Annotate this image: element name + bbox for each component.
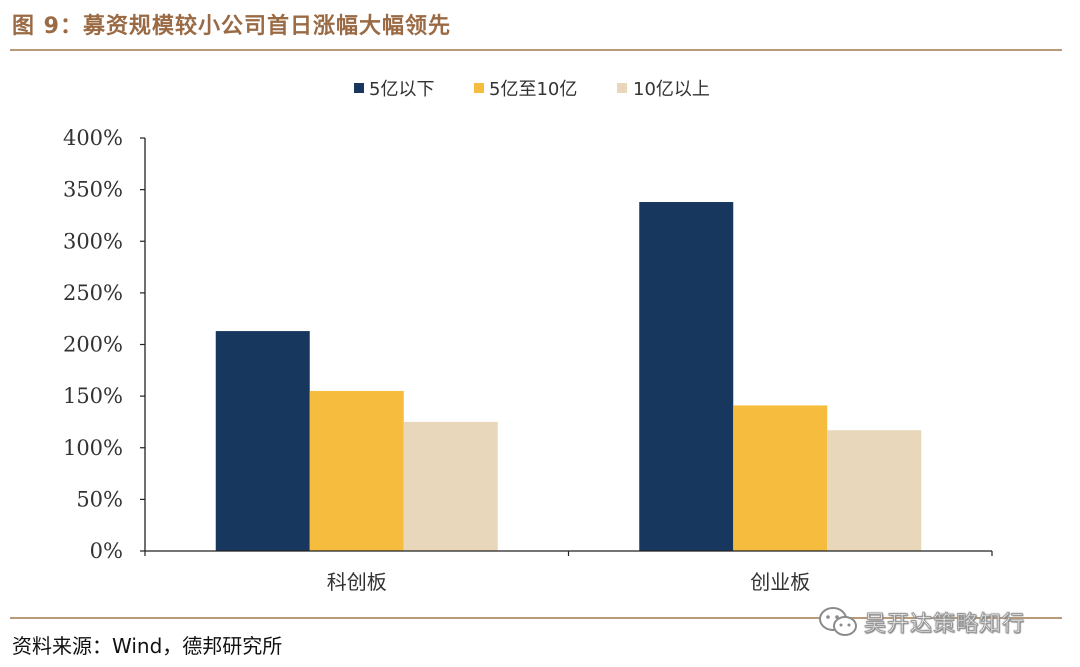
y-tick-label: 200%	[63, 333, 123, 357]
source-note: 资料来源：Wind，德邦研究所	[12, 634, 283, 658]
title-rule	[10, 49, 1062, 51]
wechat-icon	[819, 607, 857, 636]
legend-label: 5亿以下	[369, 79, 434, 100]
y-tick-label: 100%	[63, 436, 123, 460]
bar-chart: 5亿以下 5亿至10亿 10亿以上 0% 50% 100% 150% 200% 250% 300%…	[63, 79, 993, 594]
bar	[733, 405, 828, 551]
x-tick-label: 创业板	[750, 570, 810, 594]
legend-swatch	[474, 83, 484, 93]
y-tick-label: 150%	[63, 384, 123, 408]
figure-title: 图 9：募资规模较小公司首日涨幅大幅领先	[12, 14, 451, 39]
legend-swatch	[354, 83, 364, 93]
bar	[639, 202, 734, 551]
y-tick-label: 350%	[63, 178, 123, 202]
y-tick-label: 250%	[63, 281, 123, 305]
legend-label: 5亿至10亿	[489, 79, 577, 100]
legend-swatch	[617, 83, 627, 93]
bar	[403, 421, 498, 551]
y-tick-label: 300%	[63, 229, 123, 253]
bar	[827, 430, 922, 551]
bar	[215, 331, 310, 551]
source-rule	[10, 617, 1062, 619]
bar	[309, 390, 404, 551]
y-tick-label: 0%	[90, 539, 123, 563]
x-tick-label: 科创板	[327, 570, 387, 594]
legend-label: 10亿以上	[633, 79, 710, 100]
y-tick-label: 50%	[76, 487, 123, 511]
y-tick-label: 400%	[63, 126, 123, 150]
watermark-text: 吴开达策略知行	[863, 612, 1026, 638]
watermark: 吴开达策略知行	[818, 602, 1025, 642]
